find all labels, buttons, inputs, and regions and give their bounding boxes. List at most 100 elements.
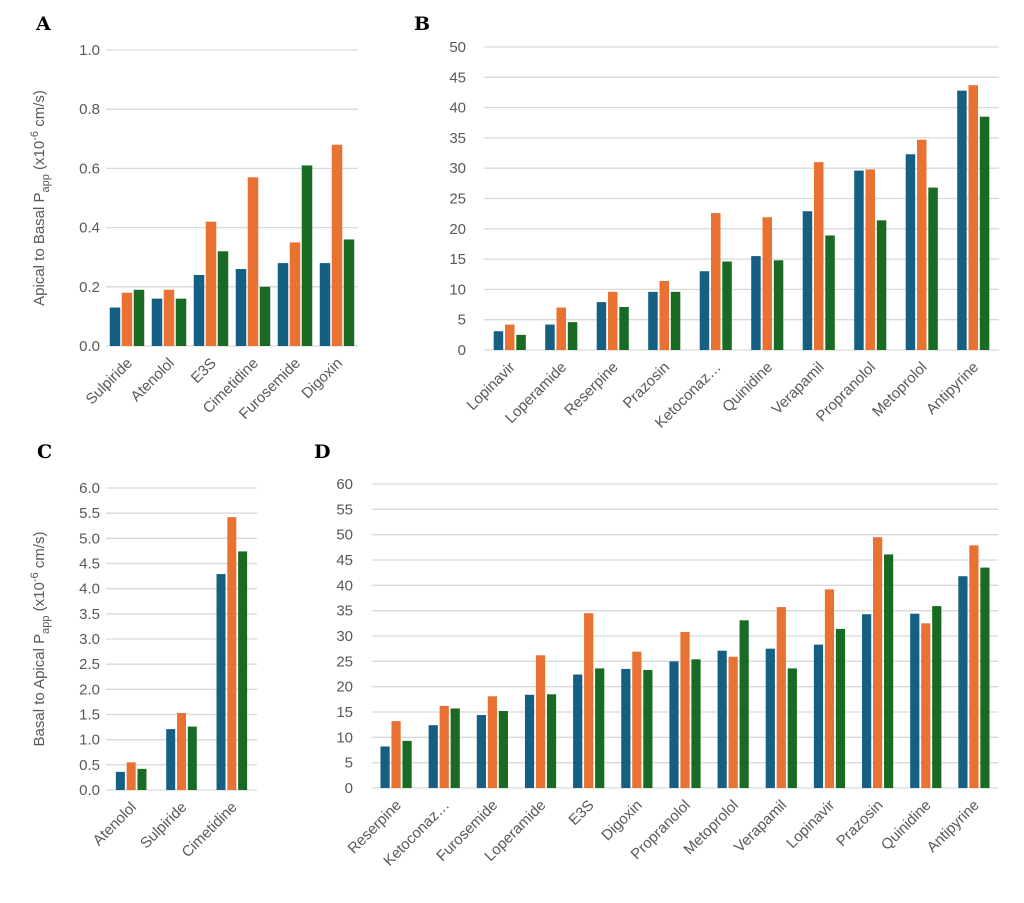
panel-d-category-label: Lopinavir xyxy=(783,797,838,852)
panel-d-bar-e3s-series1 xyxy=(573,674,583,788)
panel-a-bar-digoxin-series1 xyxy=(319,263,331,346)
panel-d-bar-reserpine-series2 xyxy=(391,721,401,788)
panel-c-bar-sulpiride-series1 xyxy=(166,729,176,790)
panel-a-bar-atenolol-series2 xyxy=(163,289,175,346)
panel-d-bar-loperamide-series2 xyxy=(535,655,546,788)
panel-c-ytick-label: 2.0 xyxy=(79,681,100,698)
panel-b-ytick-label: 40 xyxy=(449,100,466,117)
panel-b-bar-lopinavir-series3 xyxy=(516,334,526,350)
panel-c: C 0.0 0.5 1.0 1.5 2.0 2.5 3.0 3.5 4.0 4.5 5.0 5.5 6.… xyxy=(29,441,257,861)
panel-c-ytick-label: 1.0 xyxy=(79,732,100,749)
panel-b-ytick-label: 50 xyxy=(449,39,466,56)
panel-b-bar-ketoconaz-series2 xyxy=(711,213,721,350)
panel-d-letter: D xyxy=(314,441,330,463)
panel-d-bar-furosemide-series2 xyxy=(487,696,497,788)
panel-c-bar-sulpiride-series2 xyxy=(177,712,186,790)
panel-c-letter: C xyxy=(37,441,52,463)
panel-b-bar-reserpine-series3 xyxy=(619,306,629,350)
panel-d-bar-metoprolol-series2 xyxy=(728,656,738,788)
panel-d-bar-reserpine-series3 xyxy=(402,740,412,788)
panel-b-bar-propranolol-series2 xyxy=(865,169,875,350)
panel-d-bar-digoxin-series3 xyxy=(643,669,653,788)
panel-a-bar-cimetidine-series2 xyxy=(247,177,259,346)
panel-d-bar-furosemide-series3 xyxy=(498,710,508,788)
panel-b-bar-lopinavir-series1 xyxy=(493,331,504,350)
panel-c-ytick-label: 6.0 xyxy=(79,480,100,497)
panel-c-category-label: Atenolol xyxy=(90,799,140,849)
panel-c-ytick-label: 1.5 xyxy=(79,707,100,724)
panel-c-category-label: Cimetidine xyxy=(179,799,241,861)
panel-b-ytick-label: 30 xyxy=(449,160,466,177)
panel-b-bar-antipyrine-series1 xyxy=(957,90,967,350)
panel-d-bar-quinidine-series3 xyxy=(932,606,942,788)
panel-a-bar-cimetidine-series1 xyxy=(235,269,247,346)
panel-c-bar-cimetidine-series1 xyxy=(216,574,226,790)
panel-a-category-label: Atenolol xyxy=(127,355,177,405)
panel-b-bar-antipyrine-series3 xyxy=(979,116,990,350)
panel-c-bar-atenolol-series3 xyxy=(137,768,147,790)
panel-d-category-label: Digoxin xyxy=(598,797,645,844)
panel-d-bar-ketoconaz-series2 xyxy=(439,705,449,788)
panel-b-ytick-label: 25 xyxy=(449,191,466,208)
panel-d-ytick-label: 60 xyxy=(336,476,353,493)
panel-a-bar-sulpiride-series2 xyxy=(121,292,133,346)
panel-d-bar-antipyrine-series3 xyxy=(980,567,990,788)
panel-b-bar-ketoconaz-series3 xyxy=(722,261,732,350)
panel-d-bar-loperamide-series1 xyxy=(524,694,535,788)
panel-b-ytick-label: 20 xyxy=(449,221,466,238)
panel-d-ytick-label: 10 xyxy=(336,729,353,746)
panel-d-bar-digoxin-series2 xyxy=(632,651,642,788)
panel-b-category-label: Prazosin xyxy=(620,359,673,412)
panel-b-letter: B xyxy=(414,13,430,35)
panel-c-ytick-label: 2.5 xyxy=(79,656,100,673)
panel-d-bar-loperamide-series3 xyxy=(546,694,557,788)
panel-c-ytick-label: 5.5 xyxy=(79,505,100,522)
panel-d-bar-verapamil-series3 xyxy=(787,668,797,788)
panel-d: D 051015202530354045505560ReserpineKetoc… xyxy=(314,441,998,870)
panel-d-ytick-label: 40 xyxy=(336,577,353,594)
panel-a-bar-e3s-series2 xyxy=(205,221,217,346)
panel-b-bar-metoprolol-series2 xyxy=(917,139,927,350)
panel-d-bar-antipyrine-series1 xyxy=(958,576,968,788)
panel-c-y-axis-label: Basal to Apical Papp (x10-6 cm/s) xyxy=(29,532,52,747)
panel-d-ytick-label: 0 xyxy=(345,780,353,797)
panel-a-ytick-label: 0.2 xyxy=(79,279,100,296)
panel-c-ytick-label: 0.0 xyxy=(79,782,100,799)
panel-b-bar-loperamide-series2 xyxy=(556,307,566,350)
panel-d-bar-prazosin-series1 xyxy=(862,614,872,788)
panel-a-bar-cimetidine-series3 xyxy=(259,286,271,346)
panel-d-bar-digoxin-series1 xyxy=(621,668,631,788)
panel-d-bar-quinidine-series1 xyxy=(910,613,920,788)
panel-b-bar-prazosin-series3 xyxy=(670,291,681,350)
panel-b-bar-quinidine-series3 xyxy=(773,260,784,350)
panel-b-bar-quinidine-series2 xyxy=(762,217,772,350)
panel-b-category-label: Quinidine xyxy=(719,359,776,416)
panel-d-category-label: Verapamil xyxy=(731,797,790,856)
panel-a-bar-atenolol-series3 xyxy=(175,298,187,346)
panel-d-bar-e3s-series2 xyxy=(584,613,594,788)
panel-d-bar-lopinavir-series2 xyxy=(824,589,835,788)
panel-b-bar-lopinavir-series2 xyxy=(505,324,515,350)
panel-a-bar-e3s-series3 xyxy=(217,251,229,346)
panel-b-bar-loperamide-series3 xyxy=(567,322,578,350)
panel-d-ytick-label: 50 xyxy=(336,527,353,544)
panel-d-bar-lopinavir-series1 xyxy=(813,644,824,788)
panel-a-bar-atenolol-series1 xyxy=(151,298,163,346)
panel-c-bar-atenolol-series1 xyxy=(115,771,125,790)
panel-b-bar-ketoconaz-series1 xyxy=(699,271,710,350)
panel-b-ytick-label: 5 xyxy=(458,312,466,329)
panel-b: B 05101520253035404550LopinavirLoperamid… xyxy=(414,13,999,432)
panel-c-ytick-label: 4.0 xyxy=(79,581,100,598)
panel-c-ytick-label: 5.0 xyxy=(79,530,100,547)
panel-a-category-label: E3S xyxy=(188,355,220,387)
panel-b-bar-metoprolol-series3 xyxy=(928,187,938,350)
panel-a-y-axis-label: Apical to Basal Papp (x10-6 cm/s) xyxy=(29,90,52,306)
panel-d-ytick-label: 20 xyxy=(336,679,353,696)
panel-d-bar-metoprolol-series3 xyxy=(739,620,749,788)
panel-d-bar-antipyrine-series2 xyxy=(969,545,979,788)
panel-c-bar-sulpiride-series3 xyxy=(187,726,197,790)
panel-b-bar-prazosin-series2 xyxy=(659,280,669,350)
panel-c-ytick-label: 3.0 xyxy=(79,631,100,648)
panel-b-bar-verapamil-series2 xyxy=(814,162,824,350)
